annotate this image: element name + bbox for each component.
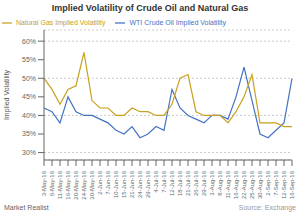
svg-text:3-May-16: 3-May-16 xyxy=(41,170,47,196)
svg-text:12-Jul-16: 12-Jul-16 xyxy=(169,170,175,196)
svg-text:50%: 50% xyxy=(22,75,36,82)
html-text:Market Realist: Market Realist xyxy=(4,203,49,211)
svg-text:20-May-16: 20-May-16 xyxy=(73,170,79,199)
svg-text:12-Sep-16: 12-Sep-16 xyxy=(281,170,287,199)
svg-text:6-May-16: 6-May-16 xyxy=(49,170,55,196)
svg-text:8-Aug-16: 8-Aug-16 xyxy=(217,170,223,195)
svg-text:18-Jul-16: 18-Jul-16 xyxy=(177,170,183,196)
svg-text:10-Jun-16: 10-Jun-16 xyxy=(113,170,119,198)
svg-text:7-Sep-16: 7-Sep-16 xyxy=(273,170,279,195)
svg-text:30%: 30% xyxy=(22,149,36,156)
svg-text:26-Jul-16: 26-Jul-16 xyxy=(193,170,199,196)
svg-text:21-Jun-16: 21-Jun-16 xyxy=(129,170,135,198)
svg-text:3-Aug-16: 3-Aug-16 xyxy=(209,170,215,195)
svg-text:16-May-16: 16-May-16 xyxy=(65,170,71,199)
html-text:Source: Exchange: Source: Exchange xyxy=(238,203,296,211)
svg-text:15-Jun-16: 15-Jun-16 xyxy=(121,170,127,198)
svg-text:25-Aug-16: 25-Aug-16 xyxy=(249,170,255,199)
svg-text:24-May-16: 24-May-16 xyxy=(81,170,87,199)
svg-text:29-Jun-16: 29-Jun-16 xyxy=(145,170,151,198)
html-text:Natural Gas Implied Volatility: Natural Gas Implied Volatility xyxy=(16,18,106,26)
svg-text:30-May-16: 30-May-16 xyxy=(89,170,95,199)
svg-text:29-Jul-16: 29-Jul-16 xyxy=(201,170,207,196)
svg-text:30-Aug-16: 30-Aug-16 xyxy=(257,170,263,199)
html-text:Implied Volatility of Crude Oi: Implied Volatility of Crude Oil and Natu… xyxy=(51,3,249,13)
svg-text:16-Sep-16: 16-Sep-16 xyxy=(289,170,292,199)
svg-text:Implied Volatility: Implied Volatility xyxy=(8,69,11,120)
svg-text:11-Aug-16: 11-Aug-16 xyxy=(225,170,231,198)
svg-text:40%: 40% xyxy=(22,112,36,119)
svg-text:2-Jun-16: 2-Jun-16 xyxy=(97,170,103,194)
svg-text:11-May-16: 11-May-16 xyxy=(57,170,63,199)
svg-text:4-Jul-16: 4-Jul-16 xyxy=(153,170,159,192)
svg-text:7-Jun-16: 7-Jun-16 xyxy=(105,170,111,194)
svg-text:16-Aug-16: 16-Aug-16 xyxy=(233,170,239,199)
svg-text:22-Aug-16: 22-Aug-16 xyxy=(241,170,247,199)
svg-text:2-Sep-16: 2-Sep-16 xyxy=(265,170,271,195)
svg-text:24-Jun-16: 24-Jun-16 xyxy=(137,170,143,198)
svg-text:35%: 35% xyxy=(22,130,36,137)
svg-text:60%: 60% xyxy=(22,38,36,45)
svg-text:21-Jul-16: 21-Jul-16 xyxy=(185,170,191,196)
html-text:WTI Crude Oil Implied Volatili: WTI Crude Oil Implied Volatility xyxy=(129,18,226,26)
svg-text:55%: 55% xyxy=(22,56,36,63)
svg-text:45%: 45% xyxy=(22,93,36,100)
svg-text:7-Jul-16: 7-Jul-16 xyxy=(161,170,167,192)
